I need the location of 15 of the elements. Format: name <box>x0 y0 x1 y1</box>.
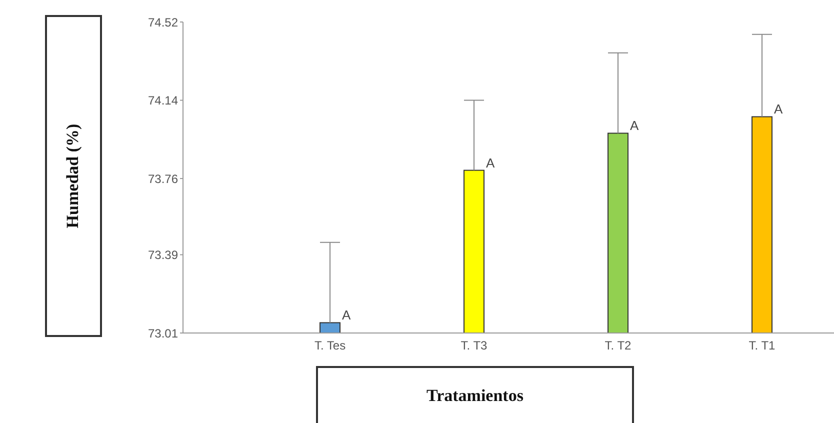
x-tick-label: T. T1 <box>748 338 776 353</box>
x-tick-label: T. T3 <box>460 338 488 353</box>
annotation: A <box>774 102 783 117</box>
annotation: A <box>342 308 351 323</box>
annotation: A <box>630 118 639 134</box>
y-tick-label: 74.52 <box>148 15 178 30</box>
y-axis-title: Humedad (%) <box>64 124 84 228</box>
y-tick-label: 74.14 <box>148 94 178 108</box>
y-tick-label: 73.76 <box>148 172 178 186</box>
x-axis-title: Tratamientos <box>316 366 634 423</box>
annotation: A <box>486 155 495 170</box>
y-tick-label: 73.01 <box>148 326 178 340</box>
x-tick-label: T. Tes <box>314 338 346 353</box>
x-tick-label: T. T2 <box>604 338 632 353</box>
y-tick-label: 73.39 <box>148 248 178 262</box>
